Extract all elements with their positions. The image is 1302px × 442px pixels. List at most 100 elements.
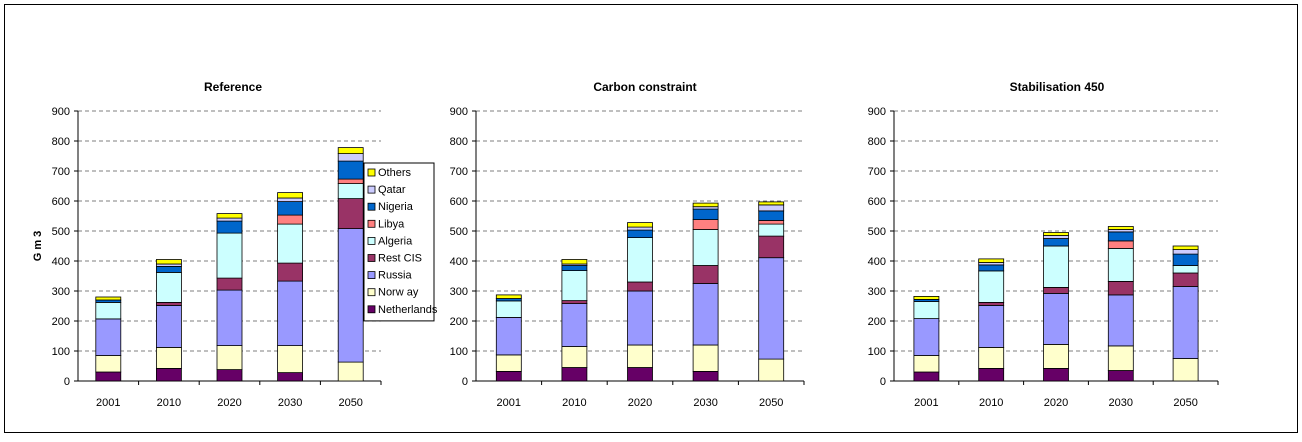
chart3-bar-segment [1043, 232, 1069, 236]
chart1-x-tick-label: 2030 [278, 397, 302, 409]
chart3-title: Stabilisation 450 [1010, 80, 1105, 94]
chart2-bar-segment [561, 300, 588, 305]
chart1-legend-swatch [367, 236, 376, 245]
chart3-bar-segment [913, 295, 940, 300]
chart3-y-tick-label: 700 [868, 166, 886, 178]
chart1-bar-segment [277, 223, 304, 264]
chart1-bar-segment [337, 153, 364, 162]
chart1-legend-label: Rest CIS [378, 253, 422, 265]
chart3-x-tick-label: 2050 [1173, 397, 1197, 409]
chart1-y-tick-label: 800 [52, 136, 70, 148]
chart1-bar-segment [95, 355, 122, 373]
chart3-y-tick-label: 200 [868, 316, 886, 328]
chart3-bar-segment [978, 264, 1005, 272]
chart1-bar-segment [216, 213, 243, 219]
chart1-legend-label: Nigeria [378, 201, 414, 213]
chart2-bar-segment [627, 281, 653, 292]
chart1-legend-label: Libya [378, 218, 405, 230]
chart3-bar-segment [978, 301, 1005, 306]
chart1-legend-swatch [367, 219, 376, 228]
chart1-legend-swatch [367, 168, 376, 177]
chart3-bar-segment [1172, 272, 1199, 287]
chart1-bar-segment [277, 262, 304, 282]
chart3-y-tick-label: 600 [868, 196, 886, 208]
chart2-y-tick-label: 800 [450, 136, 468, 148]
chart1-bar-segment [95, 371, 122, 382]
chart2-bar-segment [758, 257, 785, 360]
chart2-bar-segment [758, 201, 785, 206]
chart1-y-tick-label: 700 [52, 166, 70, 178]
chart2-bar-segment [561, 303, 588, 347]
chart2-y-tick-label: 900 [450, 106, 468, 118]
chart1-bar-segment [155, 271, 182, 303]
chart1-y-tick-label: 300 [52, 286, 70, 298]
chart2-y-tick-label: 400 [450, 256, 468, 268]
chart1-bar-segment [277, 280, 304, 347]
chart2-y-tick-label: 0 [462, 376, 468, 388]
chart2-bar-segment [758, 210, 785, 221]
chart1-bar-segment [216, 345, 243, 371]
chart3-bar-segment [1043, 235, 1069, 239]
chart1-bar-segment [216, 289, 243, 347]
chart3-y-tick-label: 100 [868, 346, 886, 358]
chart1-bar-segment [216, 232, 243, 279]
chart3-bar-segment [1043, 367, 1069, 382]
chart1-legend-swatch [367, 202, 376, 211]
chart1-bar-segment [277, 214, 304, 225]
chart2-bar-segment [627, 226, 653, 231]
chart3-bar-segment [1172, 265, 1199, 274]
chart1-x-tick-label: 2010 [157, 397, 181, 409]
chart1-bar-segment [216, 277, 243, 291]
chart2-bar-segment [561, 346, 588, 368]
chart3-y-tick-label: 0 [880, 376, 886, 388]
chart2-bar-segment [561, 265, 588, 271]
chart2-x-tick-label: 2010 [562, 397, 586, 409]
chart3-bar-segment [978, 346, 1005, 369]
chart1-bar-segment [277, 201, 304, 216]
chart3-x-tick-label: 2001 [914, 397, 938, 409]
chart1-x-tick-label: 2050 [338, 397, 362, 409]
chart3-bar-segment [1043, 238, 1069, 247]
chart2-y-tick-label: 600 [450, 196, 468, 208]
chart3-bar-segment [913, 301, 940, 320]
chart2-bar-segment [561, 259, 588, 265]
chart2-bar-segment [758, 235, 785, 259]
chart2-bar-segment [495, 354, 522, 372]
chart1-bar-segment [337, 198, 364, 230]
chart1-legend-label: Others [378, 167, 412, 179]
chart1-bar-segment [95, 296, 122, 301]
chart3-y-tick-label: 300 [868, 286, 886, 298]
chart2-bar-segment [627, 237, 653, 283]
chart2-x-tick-label: 2050 [759, 397, 783, 409]
chart1-bar-segment [155, 304, 182, 348]
chart2-bar-segment [495, 294, 522, 299]
chart3-bar-segment [1107, 231, 1134, 242]
chart2-bar-segment [627, 367, 653, 382]
chart1-y-tick-label: 400 [52, 256, 70, 268]
chart1-bar-segment [337, 160, 364, 180]
chart3-bar-segment [1107, 294, 1134, 347]
chart3-bar-segment [1172, 286, 1199, 359]
chart1-bar-segment [95, 318, 122, 356]
chart2-bar-segment [692, 202, 719, 208]
chart2-bar-segment [561, 270, 588, 302]
chart3-y-tick-label: 900 [868, 106, 886, 118]
chart1-title: Reference [204, 80, 262, 94]
chart2-x-tick-label: 2001 [497, 397, 521, 409]
chart1-bar-segment [155, 259, 182, 265]
chart1-bar-segment [277, 192, 304, 199]
chart3-bar-segment [1172, 249, 1199, 255]
chart1-y-tick-label: 0 [64, 376, 70, 388]
chart1-legend-label: Algeria [378, 235, 413, 247]
chart3-bar-segment [1107, 240, 1134, 249]
chart3-bar-segment [1043, 286, 1069, 294]
chart1-bar-segment [155, 346, 182, 369]
chart3-bar-segment [978, 270, 1005, 303]
chart2-y-tick-label: 100 [450, 346, 468, 358]
chart1-bar-segment [337, 178, 364, 185]
chart2-bar-segment [692, 229, 719, 266]
chart3-bar-segment [978, 367, 1005, 382]
chart1-legend-label: Qatar [378, 184, 406, 196]
